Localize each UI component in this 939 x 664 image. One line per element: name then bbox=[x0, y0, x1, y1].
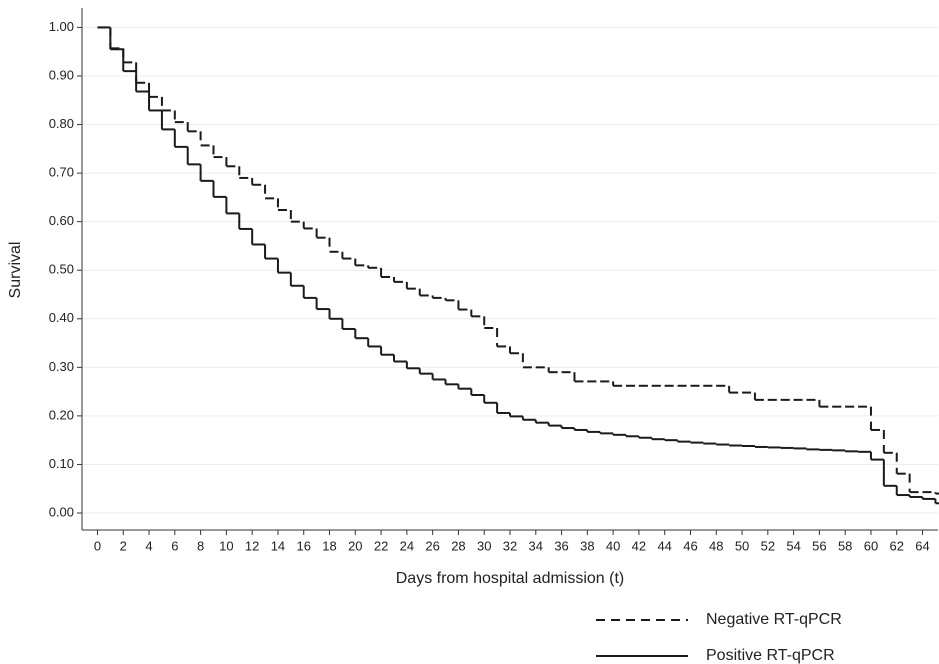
x-tick-label: 56 bbox=[812, 538, 826, 553]
y-tick-label: 0.10 bbox=[49, 456, 74, 471]
x-tick-label: 40 bbox=[606, 538, 620, 553]
y-tick-label: 0.50 bbox=[49, 262, 74, 277]
legend-text: Positive RT-qPCR bbox=[706, 647, 835, 664]
x-tick-label: 10 bbox=[219, 538, 233, 553]
x-tick-label: 8 bbox=[197, 538, 204, 553]
x-tick-label: 24 bbox=[400, 538, 414, 553]
x-tick-label: 58 bbox=[838, 538, 852, 553]
y-tick-label: 0.70 bbox=[49, 165, 74, 180]
x-tick-label: 52 bbox=[761, 538, 775, 553]
y-axis-title: Survival bbox=[7, 242, 24, 299]
y-tick-label: 0.00 bbox=[49, 504, 74, 519]
x-tick-label: 6 bbox=[171, 538, 178, 553]
legend-text: Negative RT-qPCR bbox=[706, 611, 842, 628]
x-tick-label: 36 bbox=[554, 538, 568, 553]
x-tick-label: 20 bbox=[348, 538, 362, 553]
x-tick-label: 64 bbox=[915, 538, 929, 553]
x-tick-label: 0 bbox=[94, 538, 101, 553]
y-tick-label: 0.80 bbox=[49, 116, 74, 131]
x-tick-label: 46 bbox=[683, 538, 697, 553]
x-tick-label: 38 bbox=[580, 538, 594, 553]
x-axis-title: Days from hospital admission (t) bbox=[396, 570, 625, 587]
x-tick-label: 28 bbox=[451, 538, 465, 553]
x-tick-label: 26 bbox=[425, 538, 439, 553]
x-tick-label: 34 bbox=[529, 538, 543, 553]
x-tick-label: 42 bbox=[632, 538, 646, 553]
y-tick-label: 0.90 bbox=[49, 67, 74, 82]
x-tick-label: 18 bbox=[322, 538, 336, 553]
x-tick-label: 4 bbox=[145, 538, 152, 553]
x-tick-label: 30 bbox=[477, 538, 491, 553]
x-tick-label: 48 bbox=[709, 538, 723, 553]
x-tick-label: 62 bbox=[890, 538, 904, 553]
x-tick-label: 60 bbox=[864, 538, 878, 553]
x-tick-label: 54 bbox=[786, 538, 800, 553]
y-tick-label: 1.00 bbox=[49, 19, 74, 34]
y-tick-label: 0.20 bbox=[49, 407, 74, 422]
x-tick-label: 14 bbox=[271, 538, 285, 553]
x-tick-label: 12 bbox=[245, 538, 259, 553]
y-tick-label: 0.40 bbox=[49, 310, 74, 325]
y-tick-label: 0.30 bbox=[49, 359, 74, 374]
x-tick-label: 32 bbox=[503, 538, 517, 553]
x-tick-label: 22 bbox=[374, 538, 388, 553]
x-tick-label: 44 bbox=[657, 538, 671, 553]
y-tick-label: 0.60 bbox=[49, 213, 74, 228]
x-tick-label: 50 bbox=[735, 538, 749, 553]
x-tick-label: 16 bbox=[297, 538, 311, 553]
x-tick-label: 2 bbox=[120, 538, 127, 553]
